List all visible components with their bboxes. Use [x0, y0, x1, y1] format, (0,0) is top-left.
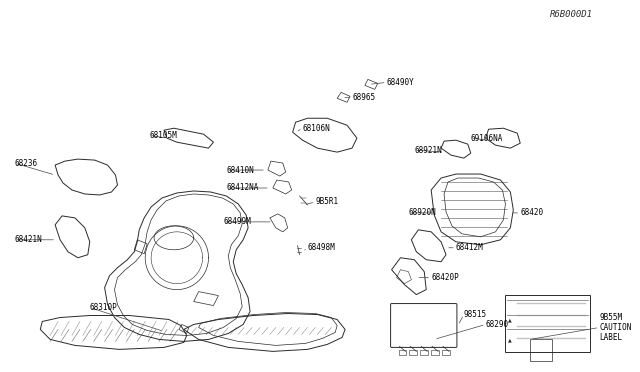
Text: 69106NA: 69106NA	[471, 134, 503, 143]
Text: 68290: 68290	[486, 320, 509, 329]
Text: 68236: 68236	[15, 158, 38, 167]
Text: R6B000D1: R6B000D1	[550, 10, 593, 19]
Text: 68498M: 68498M	[307, 243, 335, 252]
Text: 68420: 68420	[520, 208, 543, 217]
Text: 68412NA: 68412NA	[227, 183, 259, 192]
Text: 68410N: 68410N	[227, 166, 254, 174]
Text: 68499M: 68499M	[223, 217, 251, 227]
Text: 9B55M
CAUTION
LABEL: 9B55M CAUTION LABEL	[600, 312, 632, 342]
Text: 68965: 68965	[352, 93, 375, 102]
Text: 68420P: 68420P	[431, 273, 459, 282]
Text: 98515: 98515	[464, 310, 487, 319]
Text: 68490Y: 68490Y	[387, 78, 414, 87]
Text: 9B5R1: 9B5R1	[316, 198, 339, 206]
Text: 68920N: 68920N	[408, 208, 436, 217]
Text: 68921N: 68921N	[414, 145, 442, 155]
Text: 68310P: 68310P	[90, 303, 118, 312]
Text: 68412M: 68412M	[456, 243, 484, 252]
Text: ▲: ▲	[508, 337, 512, 342]
Text: 68106N: 68106N	[303, 124, 330, 133]
Text: 68421N: 68421N	[15, 235, 42, 244]
Text: 68105M: 68105M	[149, 131, 177, 140]
Text: ▲: ▲	[508, 317, 512, 323]
